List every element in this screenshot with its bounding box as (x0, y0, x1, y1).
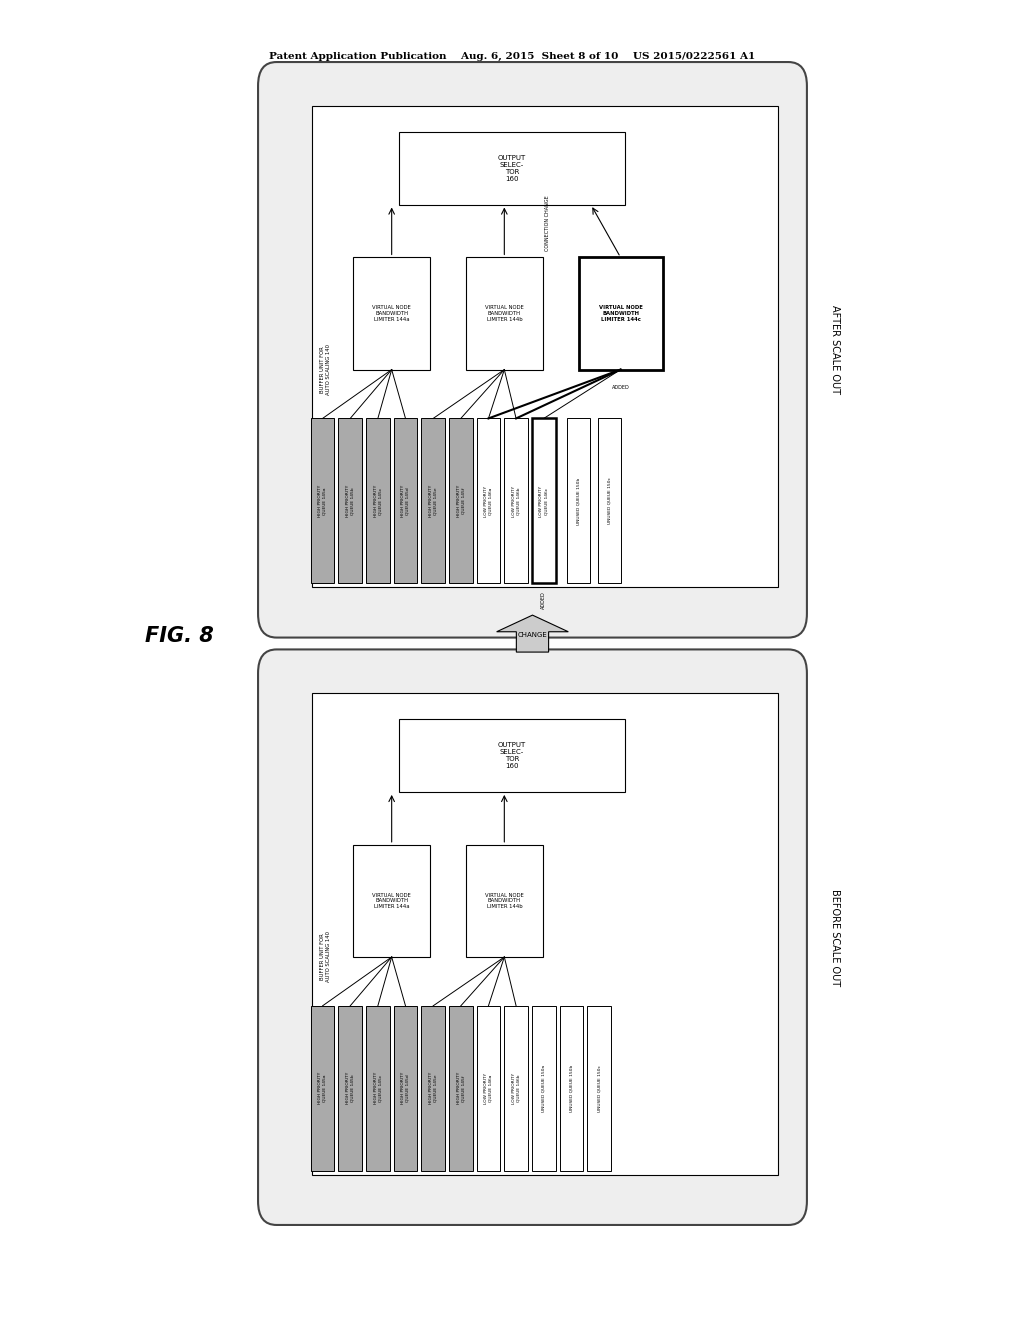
Bar (367, 1006, 389, 1171)
FancyBboxPatch shape (258, 62, 807, 638)
Text: HIGH PRIORITY
QUEUE 145e: HIGH PRIORITY QUEUE 145e (429, 1072, 437, 1105)
FancyBboxPatch shape (258, 649, 807, 1225)
Text: UNUSED QUEUE 150c: UNUSED QUEUE 150c (607, 478, 611, 524)
Bar (312, 106, 778, 587)
Bar (311, 1006, 334, 1171)
Text: HIGH PRIORITY
QUEUE 145a: HIGH PRIORITY QUEUE 145a (318, 484, 327, 517)
Bar (579, 257, 663, 370)
Bar (532, 418, 556, 583)
Text: CHANGE: CHANGE (517, 632, 548, 639)
Text: HIGH PRIORITY
QUEUE 145a: HIGH PRIORITY QUEUE 145a (318, 1072, 327, 1105)
Text: UNUSED QUEUE 150c: UNUSED QUEUE 150c (597, 1065, 601, 1111)
Bar (393, 1006, 418, 1171)
Text: OUTPUT
SELEC-
TOR
160: OUTPUT SELEC- TOR 160 (498, 742, 526, 770)
Bar (312, 693, 778, 1175)
Bar (353, 845, 430, 957)
Bar (311, 418, 334, 583)
Text: VIRTUAL NODE
BANDWIDTH
LIMITER 144a: VIRTUAL NODE BANDWIDTH LIMITER 144a (373, 892, 411, 909)
Text: BUFFER UNIT FOR
AUTO SCALING 140: BUFFER UNIT FOR AUTO SCALING 140 (321, 932, 331, 982)
Bar (393, 418, 418, 583)
Bar (598, 418, 621, 583)
Text: HIGH PRIORITY
QUEUE 145b: HIGH PRIORITY QUEUE 145b (346, 484, 354, 517)
Bar (422, 1006, 444, 1171)
Text: LOW PRIORITY
QUEUE 146b: LOW PRIORITY QUEUE 146b (512, 1073, 520, 1104)
Text: VIRTUAL NODE
BANDWIDTH
LIMITER 144b: VIRTUAL NODE BANDWIDTH LIMITER 144b (485, 892, 523, 909)
Text: LOW PRIORITY
QUEUE 146a: LOW PRIORITY QUEUE 146a (484, 486, 493, 516)
Text: UNUSED QUEUE 150a: UNUSED QUEUE 150a (542, 1065, 546, 1111)
Bar (476, 418, 500, 583)
Polygon shape (497, 615, 568, 652)
Text: HIGH PRIORITY
QUEUE 145c: HIGH PRIORITY QUEUE 145c (374, 484, 382, 517)
Bar (588, 1006, 610, 1171)
Text: HIGH PRIORITY
QUEUE 145b: HIGH PRIORITY QUEUE 145b (346, 1072, 354, 1105)
Text: UNUSED QUEUE 150b: UNUSED QUEUE 150b (577, 478, 581, 524)
Text: OUTPUT
SELEC-
TOR
160: OUTPUT SELEC- TOR 160 (498, 154, 526, 182)
Bar (449, 1006, 473, 1171)
Bar (476, 1006, 500, 1171)
Bar (399, 132, 625, 205)
Text: VIRTUAL NODE
BANDWIDTH
LIMITER 144a: VIRTUAL NODE BANDWIDTH LIMITER 144a (373, 305, 411, 322)
Text: VIRTUAL NODE
BANDWIDTH
LIMITER 144b: VIRTUAL NODE BANDWIDTH LIMITER 144b (485, 305, 523, 322)
Text: VIRTUAL NODE
BANDWIDTH
LIMITER 144c: VIRTUAL NODE BANDWIDTH LIMITER 144c (599, 305, 642, 322)
Text: ADDED: ADDED (542, 591, 546, 609)
Bar (560, 1006, 584, 1171)
Text: HIGH PRIORITY
QUEUE 145f: HIGH PRIORITY QUEUE 145f (457, 1072, 465, 1105)
Bar (466, 845, 543, 957)
Text: Patent Application Publication    Aug. 6, 2015  Sheet 8 of 10    US 2015/0222561: Patent Application Publication Aug. 6, 2… (269, 53, 755, 61)
Text: ADDED: ADDED (611, 385, 630, 391)
Text: HIGH PRIORITY
QUEUE 145e: HIGH PRIORITY QUEUE 145e (429, 484, 437, 517)
Text: CONNECTION CHANGE: CONNECTION CHANGE (546, 195, 550, 251)
Bar (422, 418, 444, 583)
Text: BEFORE SCALE OUT: BEFORE SCALE OUT (829, 888, 840, 986)
Bar (338, 418, 362, 583)
Text: LOW PRIORITY
QUEUE 146c: LOW PRIORITY QUEUE 146c (540, 486, 548, 516)
Text: LOW PRIORITY
QUEUE 146a: LOW PRIORITY QUEUE 146a (484, 1073, 493, 1104)
Text: AFTER SCALE OUT: AFTER SCALE OUT (829, 305, 840, 395)
Bar (338, 1006, 362, 1171)
Bar (399, 719, 625, 792)
Bar (504, 1006, 528, 1171)
Text: HIGH PRIORITY
QUEUE 145d: HIGH PRIORITY QUEUE 145d (401, 484, 410, 517)
Text: LOW PRIORITY
QUEUE 146b: LOW PRIORITY QUEUE 146b (512, 486, 520, 516)
Bar (367, 418, 389, 583)
Text: HIGH PRIORITY
QUEUE 145d: HIGH PRIORITY QUEUE 145d (401, 1072, 410, 1105)
Text: BUFFER UNIT FOR
AUTO SCALING 140: BUFFER UNIT FOR AUTO SCALING 140 (321, 345, 331, 395)
Bar (466, 257, 543, 370)
Text: FIG. 8: FIG. 8 (144, 626, 214, 647)
Text: HIGH PRIORITY
QUEUE 145c: HIGH PRIORITY QUEUE 145c (374, 1072, 382, 1105)
Bar (449, 418, 473, 583)
Bar (504, 418, 528, 583)
Text: HIGH PRIORITY
QUEUE 145f: HIGH PRIORITY QUEUE 145f (457, 484, 465, 517)
Bar (353, 257, 430, 370)
Bar (567, 418, 590, 583)
Text: UNUSED QUEUE 150b: UNUSED QUEUE 150b (569, 1065, 573, 1111)
Bar (532, 1006, 556, 1171)
